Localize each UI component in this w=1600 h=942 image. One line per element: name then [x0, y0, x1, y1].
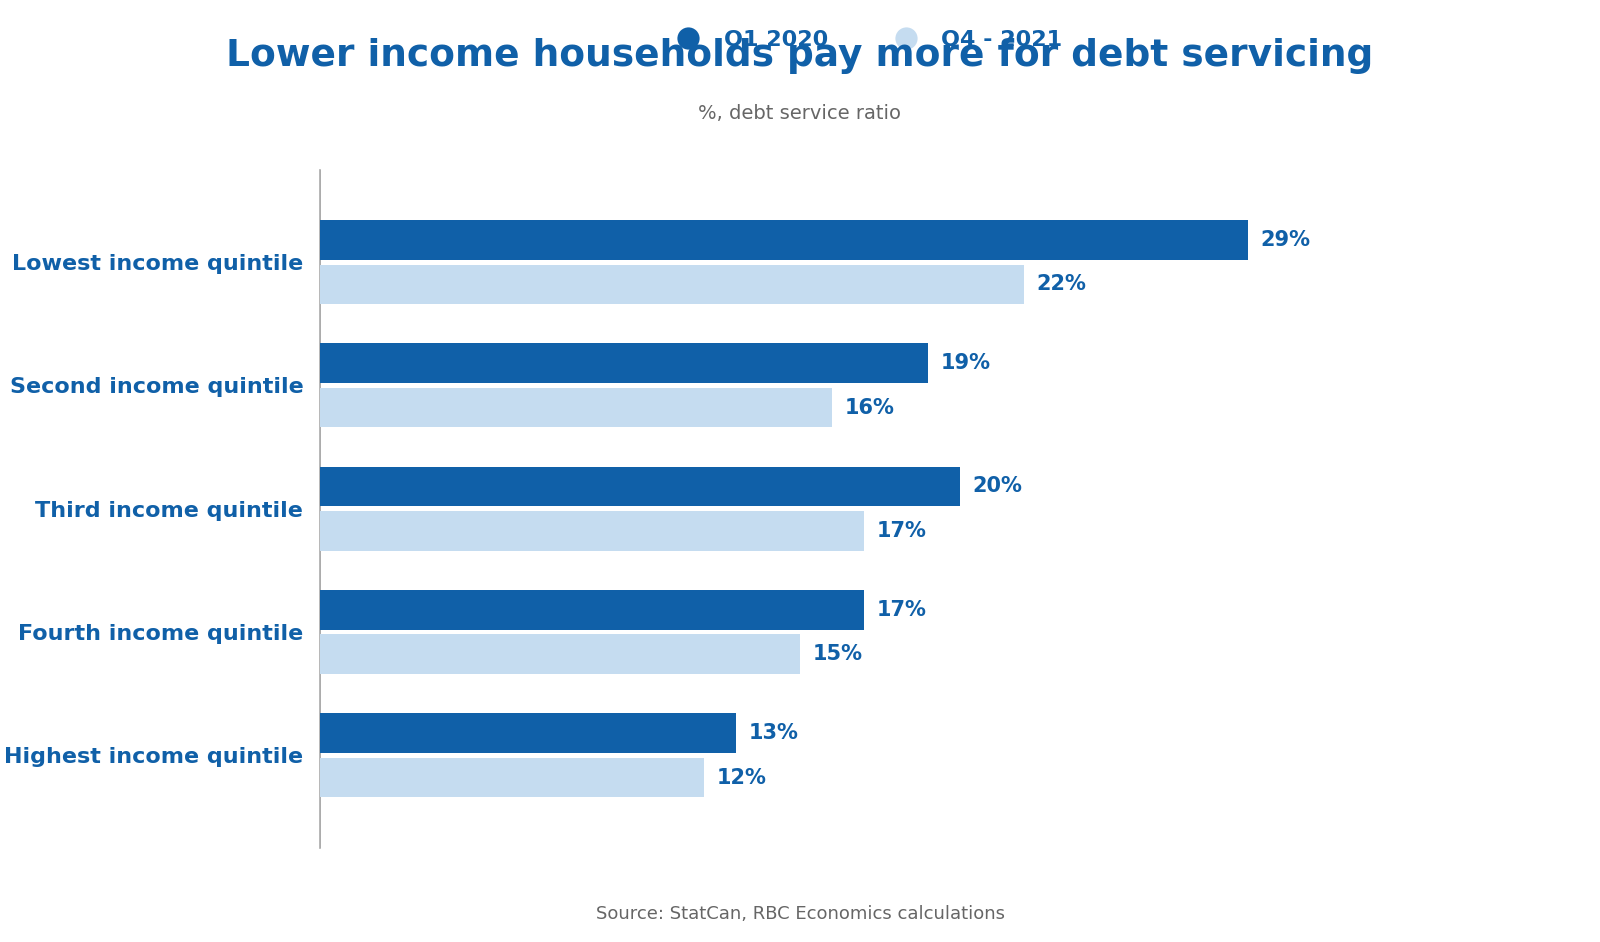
- Text: 20%: 20%: [973, 477, 1022, 496]
- Text: Lower income households pay more for debt servicing: Lower income households pay more for deb…: [226, 38, 1374, 73]
- Legend: Q1 2020, Q4 - 2021: Q1 2020, Q4 - 2021: [658, 22, 1070, 59]
- Text: 13%: 13%: [749, 723, 798, 743]
- Bar: [320, 590, 864, 629]
- Bar: [320, 466, 960, 506]
- Bar: [320, 713, 736, 753]
- Text: 19%: 19%: [941, 353, 990, 373]
- Bar: [320, 512, 864, 551]
- Text: 12%: 12%: [717, 768, 766, 788]
- Bar: [320, 635, 800, 674]
- Text: 17%: 17%: [877, 521, 926, 541]
- Text: 17%: 17%: [877, 600, 926, 620]
- Text: 29%: 29%: [1261, 230, 1310, 250]
- Text: 15%: 15%: [813, 644, 862, 664]
- Text: 16%: 16%: [845, 398, 894, 417]
- Bar: [320, 220, 1248, 260]
- Bar: [320, 265, 1024, 304]
- Text: 22%: 22%: [1037, 274, 1086, 294]
- Bar: [320, 344, 928, 382]
- Bar: [320, 388, 832, 428]
- Bar: [320, 757, 704, 797]
- Text: %, debt service ratio: %, debt service ratio: [699, 104, 901, 122]
- Text: Source: StatCan, RBC Economics calculations: Source: StatCan, RBC Economics calculati…: [595, 905, 1005, 923]
